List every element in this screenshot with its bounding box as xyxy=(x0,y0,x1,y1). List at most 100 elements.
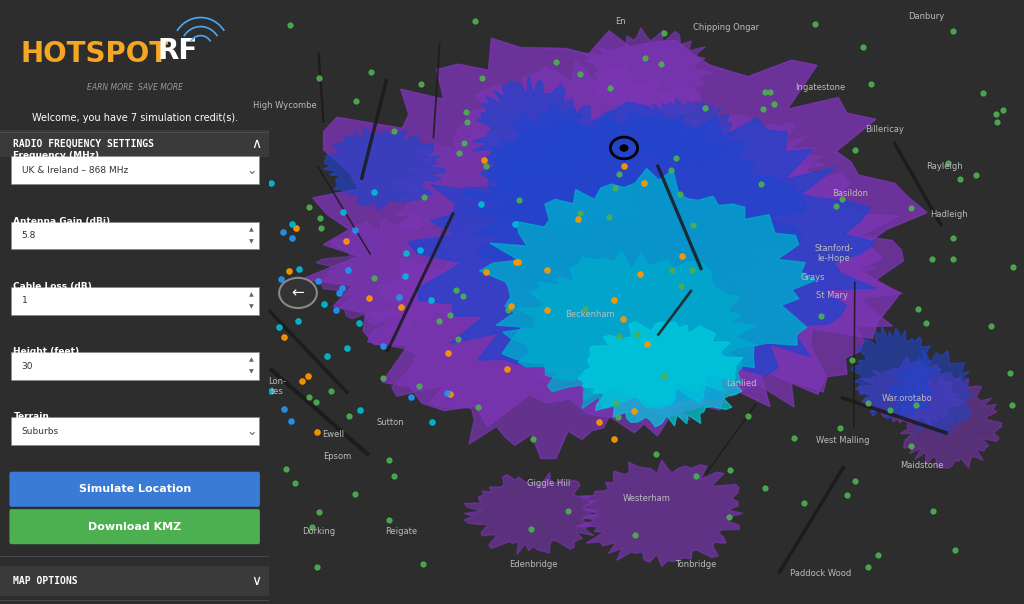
Point xyxy=(755,104,771,114)
Point xyxy=(477,267,494,277)
Point xyxy=(385,126,401,136)
Text: Tonbridge: Tonbridge xyxy=(675,561,717,569)
Text: ⌄: ⌄ xyxy=(247,425,257,438)
Point xyxy=(500,306,516,315)
Point xyxy=(423,295,439,305)
Point xyxy=(740,411,757,420)
Point xyxy=(455,291,471,301)
Point xyxy=(413,245,429,255)
Point xyxy=(381,455,397,465)
Point xyxy=(473,199,489,208)
Point xyxy=(458,108,474,117)
Text: RF: RF xyxy=(158,37,198,65)
Point xyxy=(278,464,294,474)
Point xyxy=(301,393,317,402)
FancyBboxPatch shape xyxy=(9,509,260,544)
Point xyxy=(902,442,919,451)
Point xyxy=(319,352,336,361)
Point xyxy=(375,373,391,383)
Point xyxy=(284,233,300,243)
Point xyxy=(276,404,293,414)
Point xyxy=(347,489,364,499)
Point xyxy=(347,225,364,234)
Point xyxy=(478,161,495,170)
Point xyxy=(367,273,383,283)
Text: Beckenham: Beckenham xyxy=(565,310,614,318)
Text: ←: ← xyxy=(292,286,304,300)
Point xyxy=(688,471,705,481)
Point xyxy=(807,19,823,28)
Point xyxy=(656,371,673,381)
Text: ⌄: ⌄ xyxy=(247,164,257,177)
Text: Grays: Grays xyxy=(801,274,825,282)
Point xyxy=(882,405,898,414)
Polygon shape xyxy=(851,326,941,423)
Point xyxy=(757,87,773,97)
Point xyxy=(350,319,367,329)
Point xyxy=(988,109,1005,118)
Point xyxy=(636,179,652,188)
Point xyxy=(413,80,429,89)
Polygon shape xyxy=(316,214,487,329)
Point xyxy=(503,301,519,310)
Point xyxy=(386,471,402,480)
Point xyxy=(945,26,962,36)
Point xyxy=(309,427,326,437)
Point xyxy=(663,165,679,175)
Polygon shape xyxy=(503,251,758,408)
Text: UK & Ireland – 868 MHz: UK & Ireland – 868 MHz xyxy=(22,166,128,175)
Text: ▼: ▼ xyxy=(250,304,254,309)
Point xyxy=(975,88,991,98)
Point xyxy=(510,257,526,266)
Point xyxy=(945,233,962,243)
Point xyxy=(722,466,738,475)
FancyBboxPatch shape xyxy=(0,130,269,157)
Point xyxy=(397,248,414,258)
Point xyxy=(560,506,577,515)
Point xyxy=(945,254,962,264)
Point xyxy=(639,339,655,349)
Text: Stanford-
le-Hope: Stanford- le-Hope xyxy=(814,244,853,263)
Point xyxy=(839,490,855,500)
Point xyxy=(304,522,321,532)
Point xyxy=(548,57,564,67)
Point xyxy=(312,213,329,222)
Point xyxy=(310,507,327,516)
Polygon shape xyxy=(647,115,825,223)
Point xyxy=(450,334,466,344)
Point xyxy=(629,329,645,338)
Point xyxy=(983,321,999,331)
Polygon shape xyxy=(463,111,806,316)
Point xyxy=(786,433,803,443)
Point xyxy=(288,223,304,233)
Text: West Malling: West Malling xyxy=(816,437,869,445)
Point xyxy=(989,117,1006,126)
Point xyxy=(270,323,287,332)
Point xyxy=(315,299,332,309)
Point xyxy=(602,83,618,93)
Point xyxy=(1005,262,1021,272)
Text: Maidstone: Maidstone xyxy=(900,461,944,469)
Point xyxy=(300,371,316,381)
Point xyxy=(569,214,586,224)
Text: Lon-
tes: Lon- tes xyxy=(268,377,286,396)
Text: En: En xyxy=(615,17,626,25)
Point xyxy=(610,412,627,422)
Point xyxy=(1001,368,1018,378)
Point xyxy=(940,158,956,168)
Point xyxy=(294,376,310,386)
Point xyxy=(968,170,984,179)
FancyBboxPatch shape xyxy=(0,0,269,109)
Text: ∧: ∧ xyxy=(251,137,261,151)
Point xyxy=(348,96,365,106)
Point xyxy=(578,304,594,314)
Point xyxy=(457,139,473,149)
Polygon shape xyxy=(456,61,720,199)
Point xyxy=(847,476,863,486)
Polygon shape xyxy=(742,225,877,321)
Point xyxy=(439,388,456,397)
Point xyxy=(675,251,691,261)
Point xyxy=(947,545,964,555)
Point xyxy=(510,196,526,205)
FancyBboxPatch shape xyxy=(11,156,258,184)
